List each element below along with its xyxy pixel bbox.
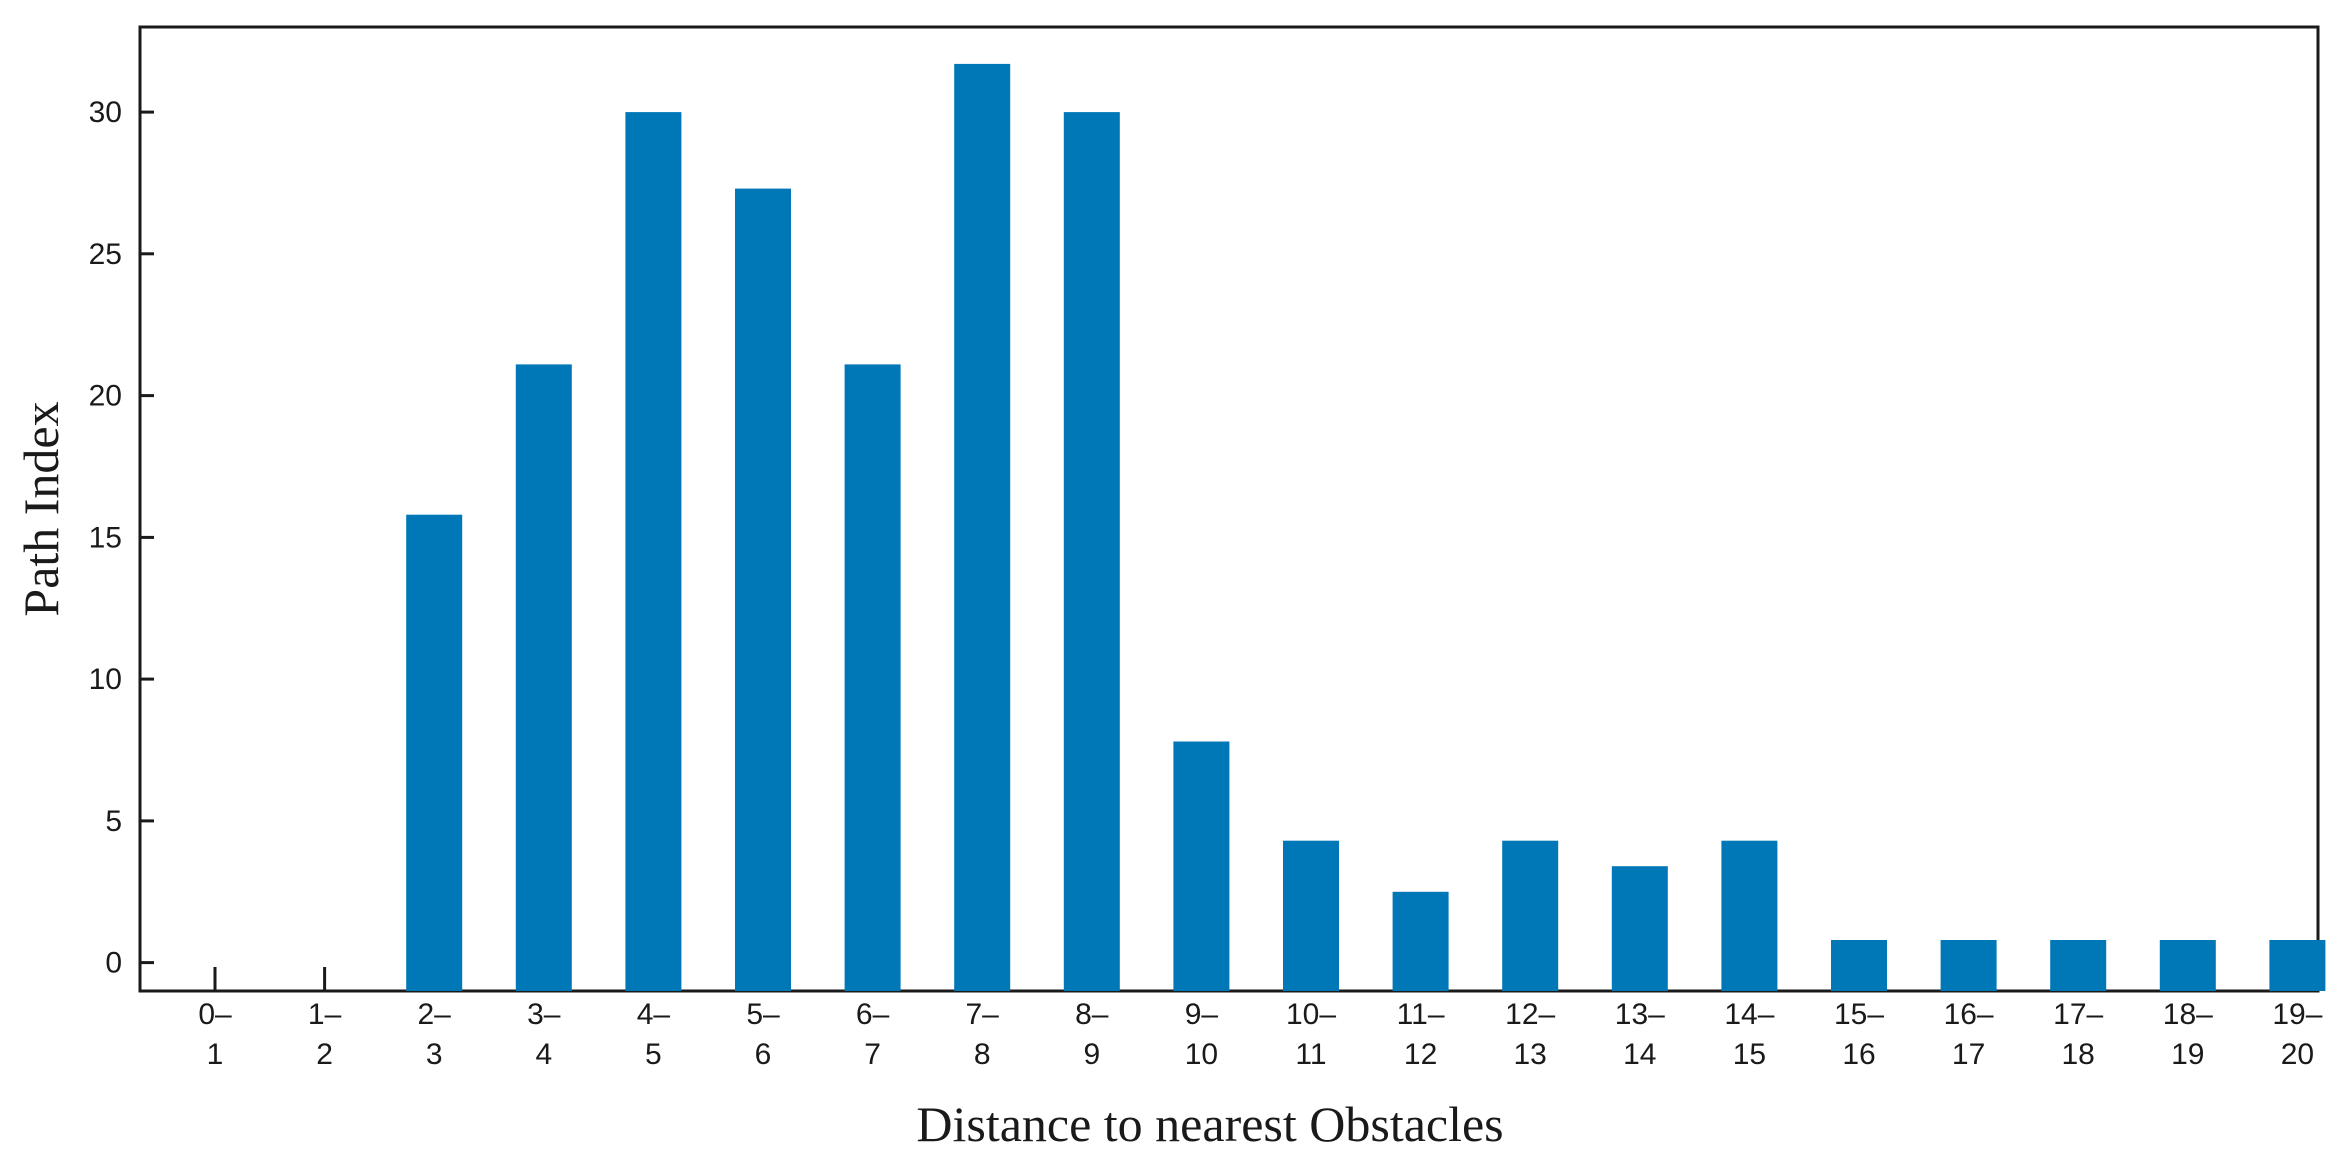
bar xyxy=(2050,940,2107,991)
bar xyxy=(1392,891,1449,991)
x-tick-label: 13– 14 xyxy=(1615,998,1665,1071)
bar xyxy=(1502,840,1559,991)
x-tick-label: 8– 9 xyxy=(1075,998,1109,1071)
y-tick-label: 25 xyxy=(89,238,122,271)
y-tick-label: 0 xyxy=(105,947,122,980)
x-tick-label: 4– 5 xyxy=(637,998,671,1071)
y-tick-label: 5 xyxy=(105,805,122,838)
bar xyxy=(1831,940,1887,991)
bar xyxy=(1063,112,1120,992)
bar xyxy=(844,364,901,991)
x-tick-label: 5– 6 xyxy=(746,998,780,1071)
x-tick-label: 16– 17 xyxy=(1944,998,1994,1071)
bar xyxy=(2159,940,2216,991)
bar xyxy=(515,364,572,991)
x-tick-label: 0– 1 xyxy=(198,998,232,1071)
x-tick-label: 10– 11 xyxy=(1286,998,1336,1071)
y-tick-label: 15 xyxy=(89,521,122,554)
bar xyxy=(406,514,463,991)
bar xyxy=(2269,940,2326,991)
y-tick-label: 10 xyxy=(89,663,122,696)
bar xyxy=(1721,840,1778,991)
bar xyxy=(1611,866,1668,991)
x-tick-label: 7– 8 xyxy=(966,998,1000,1071)
bar xyxy=(625,112,682,992)
x-tick-label: 17– 18 xyxy=(2053,998,2103,1071)
bar xyxy=(954,63,1011,991)
bar xyxy=(1283,840,1339,991)
y-tick-label: 30 xyxy=(89,96,122,129)
x-tick-label: 12– 13 xyxy=(1505,998,1555,1071)
bar xyxy=(1173,741,1230,991)
y-tick-label: 20 xyxy=(89,380,122,413)
x-tick-label: 15– 16 xyxy=(1834,998,1884,1071)
x-tick-label: 2– 3 xyxy=(418,998,452,1071)
bar xyxy=(1940,940,1997,991)
x-axis-title: Distance to nearest Obstacles xyxy=(916,1096,1503,1152)
x-tick-label: 14– 15 xyxy=(1724,998,1774,1071)
x-tick-label: 11– 12 xyxy=(1397,998,1445,1071)
x-tick-label: 18– 19 xyxy=(2163,998,2213,1071)
x-tick-label: 9– 10 xyxy=(1185,998,1219,1071)
bar xyxy=(735,188,791,992)
y-axis-title: Path Index xyxy=(13,401,69,616)
x-tick-label: 3– 4 xyxy=(527,998,561,1071)
x-tick-label: 6– 7 xyxy=(856,998,890,1071)
x-tick-label: 1– 2 xyxy=(308,998,342,1071)
x-tick-label: 19– 20 xyxy=(2272,998,2322,1071)
